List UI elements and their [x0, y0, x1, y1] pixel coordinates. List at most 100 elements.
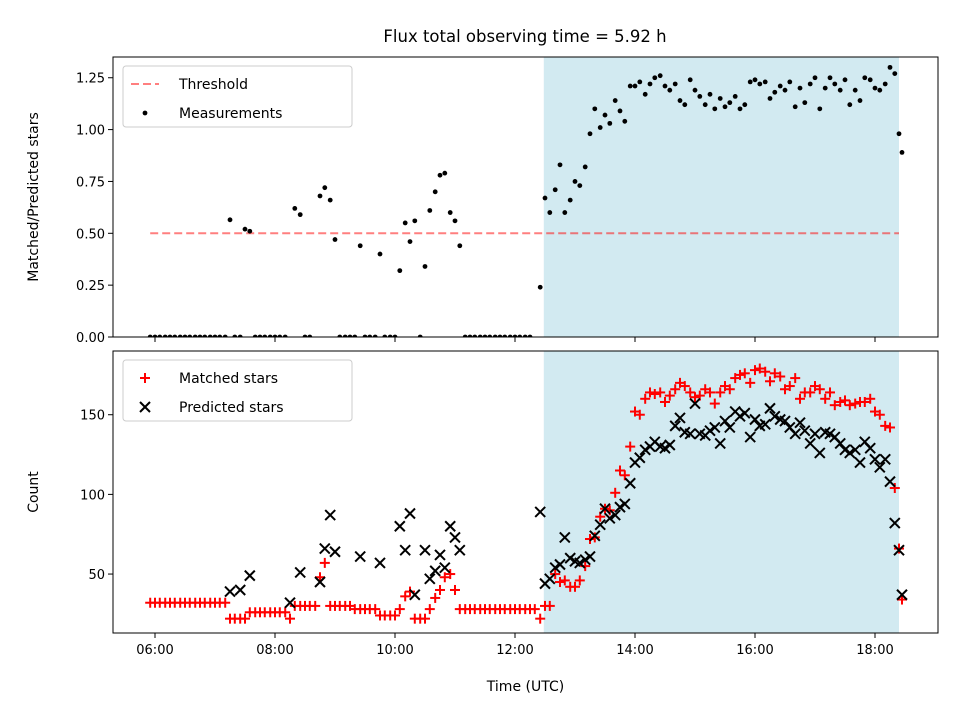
predicted-star-point: [399, 544, 411, 556]
predicted-star-point: [799, 424, 811, 437]
legend-label: Predicted stars: [179, 400, 284, 416]
predicted-star-point: [354, 550, 366, 563]
measurement-point: [742, 102, 748, 108]
matched-star-point: [840, 395, 850, 406]
predicted-star-point: [834, 437, 846, 450]
predicted-star-point: [709, 421, 721, 434]
measurement-point: [842, 77, 848, 83]
measurement-point: [727, 100, 733, 106]
measurement-point: [437, 172, 443, 178]
measurement-point: [607, 120, 613, 126]
matched-star-point: [420, 613, 430, 624]
observing-window-shade: [543, 57, 899, 337]
matched-star-point: [610, 487, 621, 498]
measurement-point: [332, 237, 338, 242]
measurement-point: [712, 106, 718, 112]
measurement-point: [662, 83, 668, 89]
predicted-star-point: [814, 447, 826, 459]
measurement-point: [152, 334, 158, 337]
predicted-star-point: [779, 415, 791, 427]
x-tick-label: 08:00: [256, 643, 293, 658]
matched-star-point: [715, 387, 726, 398]
measurement-point: [812, 75, 818, 81]
predicted-star-point: [224, 585, 236, 598]
matched-star-point: [835, 396, 846, 407]
matched-star-point: [559, 575, 570, 586]
measurement-point: [342, 334, 348, 337]
measurement-point: [147, 334, 153, 337]
measurement-point: [212, 334, 218, 337]
matched-star-point: [640, 393, 651, 404]
measurement-point: [612, 98, 618, 103]
predicted-star-point: [324, 509, 336, 521]
measurement-point: [827, 75, 833, 81]
measurement-point: [492, 334, 498, 337]
measurement-point: [517, 334, 523, 337]
matched-star-point: [394, 604, 405, 615]
measurement-point: [627, 83, 633, 89]
matched-star-point: [760, 366, 771, 377]
measurement-point: [367, 334, 373, 337]
predicted-star-point: [314, 576, 326, 588]
legend-label: Threshold: [178, 77, 248, 93]
predicted-star-point: [664, 439, 676, 451]
matched-star-point: [850, 398, 861, 409]
measurement-point: [317, 193, 323, 199]
matched-star-point: [544, 600, 555, 611]
measurement-point: [687, 77, 693, 83]
measurement-point: [172, 334, 178, 337]
measurement-point: [587, 131, 593, 137]
measurement-point: [722, 104, 728, 110]
x-tick-label: 18:00: [856, 643, 893, 658]
measurement-point: [882, 81, 888, 87]
matched-star-point: [315, 572, 325, 583]
matched-star-point: [880, 420, 891, 431]
matched-star-point: [585, 534, 595, 544]
measurement-point: [497, 334, 503, 337]
y-tick-label: 50: [88, 568, 105, 583]
legend-predicted-swatch: [139, 401, 151, 413]
measurement-point: [617, 108, 623, 114]
plot-frame: [112, 350, 939, 634]
y-tick-label: 0.75: [76, 175, 105, 190]
measurement-point: [237, 334, 243, 337]
y-tick-label: 0.25: [76, 279, 105, 294]
measurement-point: [777, 83, 783, 89]
y-axis-label: Matched/Predicted stars: [26, 112, 42, 282]
matched-star-point: [795, 393, 805, 404]
matched-star-point: [844, 400, 855, 411]
measurement-point: [672, 81, 678, 87]
measurement-point: [442, 170, 448, 176]
y-tick-label: 0.50: [76, 227, 105, 242]
measurement-point: [692, 87, 698, 93]
matched-star-point: [885, 422, 895, 433]
measurement-point: [767, 96, 773, 101]
measurement-point: [567, 197, 573, 203]
predicted-star-point: [294, 566, 306, 579]
measurement-point: [252, 334, 258, 337]
measurement-point: [762, 79, 768, 85]
predicted-star-point: [714, 437, 726, 450]
matched-star-point: [625, 441, 636, 452]
legend: Matched stars Predicted stars: [122, 359, 353, 422]
matched-star-point: [615, 465, 625, 476]
matched-star-point: [319, 557, 330, 568]
predicted-star-point: [429, 565, 441, 577]
predicted-star-point: [684, 428, 696, 440]
predicted-star-point: [689, 397, 701, 410]
measurement-point: [737, 106, 743, 112]
matched-star-point: [859, 396, 870, 407]
predicted-star-point: [404, 507, 416, 520]
measurement-point: [667, 87, 673, 93]
matched-star-point: [370, 604, 381, 615]
predicted-star-point: [874, 461, 886, 474]
matched-star-point: [589, 532, 600, 543]
predicted-star-point: [849, 444, 861, 456]
measurement-point: [222, 334, 228, 337]
measurement-point: [227, 217, 233, 223]
measurement-point: [807, 81, 813, 87]
matched-star-point: [535, 613, 546, 624]
measurement-point: [597, 125, 603, 130]
measurement-point: [527, 334, 533, 337]
